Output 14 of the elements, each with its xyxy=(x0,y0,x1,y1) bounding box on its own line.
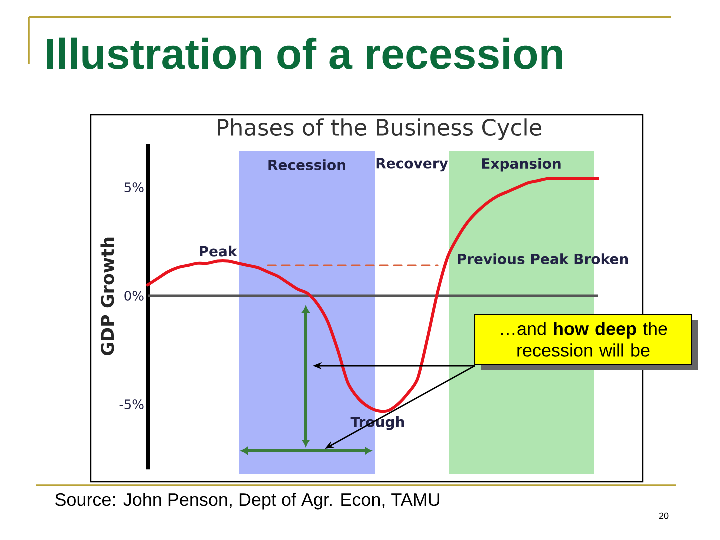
text: 20 xyxy=(659,512,669,520)
annotation: …and how deep the recession will be xyxy=(501,322,668,357)
chart-title: Illustration of a recession xyxy=(47,38,562,70)
series-label: Previous Peak Broken xyxy=(458,254,628,264)
y-axis-title: GDP Growth xyxy=(100,238,114,356)
source-note: Source: John Penson, Dept of Agr. Econ, TAMU xyxy=(56,492,440,510)
y-tick-label: 5% xyxy=(124,182,144,192)
y-tick-label: 0% xyxy=(124,291,144,301)
annotation: Peak xyxy=(200,246,238,257)
annotation: Expansion xyxy=(482,158,561,172)
annotation: Recession xyxy=(268,160,346,170)
annotation: Recovery xyxy=(376,158,448,172)
chart-subtitle: Phases of the Business Cycle xyxy=(218,118,542,140)
y-tick-label: -5% xyxy=(120,400,144,410)
